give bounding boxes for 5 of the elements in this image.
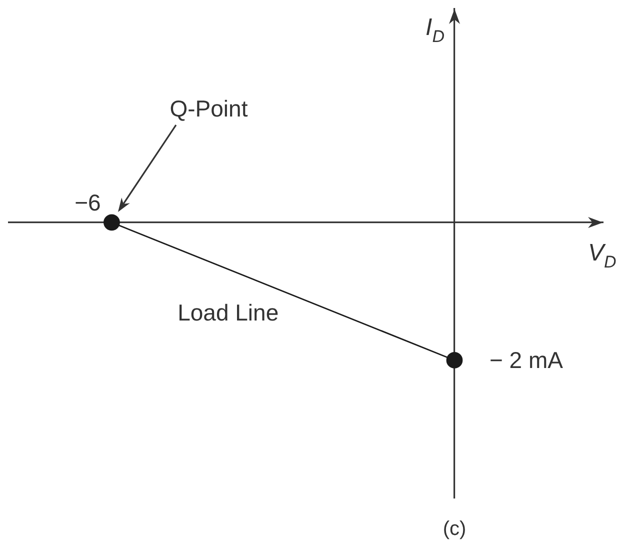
series-label: Load Line	[178, 299, 279, 326]
text: −6	[74, 189, 101, 216]
text: (c)	[442, 518, 466, 540]
text: Q-Point	[170, 95, 248, 122]
annotation: − 2 mA	[489, 347, 564, 374]
